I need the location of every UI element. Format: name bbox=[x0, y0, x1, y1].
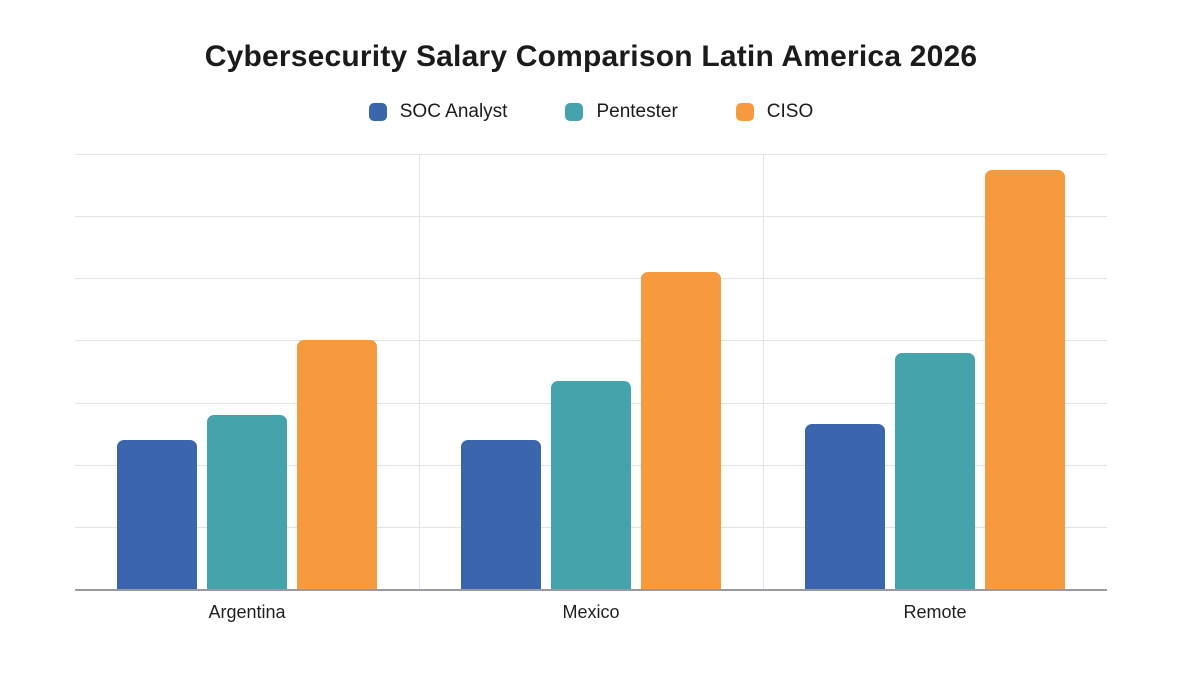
x-axis-label-remote: Remote bbox=[903, 602, 967, 622]
legend-item-soc-analyst[interactable]: SOC Analyst bbox=[368, 101, 508, 123]
x-axis-label-argentina: Argentina bbox=[208, 602, 286, 622]
bar-remote-soc-analyst bbox=[805, 424, 885, 589]
legend-item-pentester[interactable]: Pentester bbox=[565, 101, 678, 123]
bar-argentina-pentester bbox=[207, 415, 287, 589]
horizontal-gridline bbox=[75, 340, 1107, 342]
legend-swatch-soc-analyst bbox=[368, 103, 387, 121]
legend-swatch-ciso bbox=[735, 103, 754, 121]
horizontal-gridline bbox=[75, 216, 1107, 218]
vertical-gridline bbox=[763, 154, 764, 589]
bar-remote-ciso bbox=[985, 169, 1065, 589]
bar-argentina-soc-analyst bbox=[117, 439, 197, 589]
bar-mexico-ciso bbox=[641, 272, 721, 589]
x-axis-label-mexico: Mexico bbox=[562, 602, 620, 622]
plot-area bbox=[75, 154, 1107, 591]
bar-mexico-pentester bbox=[551, 380, 631, 589]
horizontal-gridline bbox=[75, 278, 1107, 280]
horizontal-gridline bbox=[75, 154, 1107, 155]
bar-argentina-ciso bbox=[297, 340, 377, 589]
chart-title: Cybersecurity Salary Comparison Latin Am… bbox=[204, 40, 978, 73]
legend-swatch-pentester bbox=[565, 103, 584, 121]
bar-group-remote bbox=[763, 154, 1107, 589]
bar-mexico-soc-analyst bbox=[461, 439, 541, 589]
x-axis-labels: Argentina Mexico Remote bbox=[75, 602, 1107, 623]
bar-group-mexico bbox=[419, 154, 763, 589]
legend-label-soc-analyst: SOC Analyst bbox=[399, 101, 508, 122]
legend-label-pentester: Pentester bbox=[596, 101, 678, 122]
bar-remote-pentester bbox=[895, 352, 975, 589]
chart-legend: SOC Analyst Pentester CISO bbox=[75, 101, 1107, 123]
legend-label-ciso: CISO bbox=[766, 101, 814, 122]
bar-group-argentina bbox=[75, 154, 419, 589]
vertical-gridline bbox=[419, 154, 420, 589]
legend-item-ciso[interactable]: CISO bbox=[735, 101, 814, 123]
